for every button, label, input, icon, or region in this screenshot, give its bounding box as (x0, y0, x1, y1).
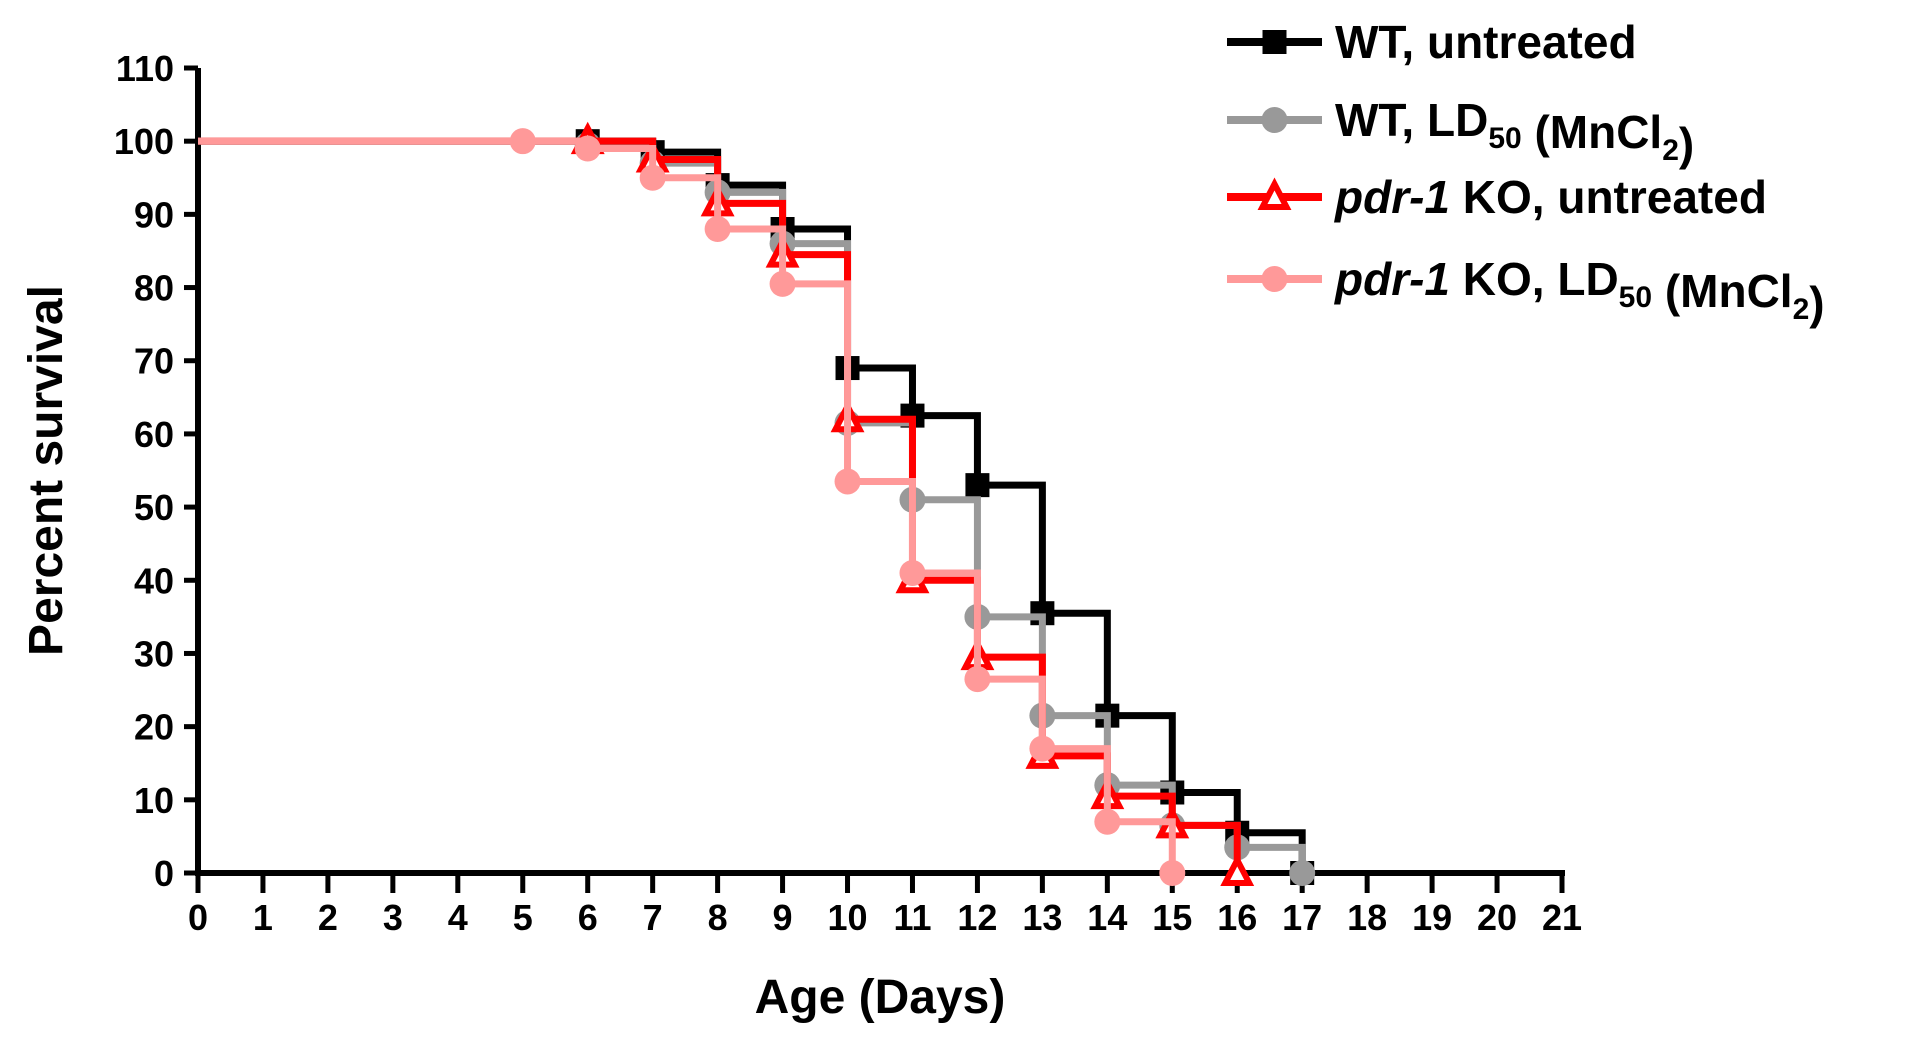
x-tick-label: 17 (1282, 897, 1322, 938)
x-tick-label: 5 (513, 897, 533, 938)
legend-marker (1257, 177, 1292, 210)
series-4 (198, 128, 1186, 886)
x-axis-title: Age (Days) (755, 971, 1006, 1024)
data-point (574, 135, 601, 162)
x-tick-label: 10 (828, 897, 868, 938)
y-tick-label: 0 (154, 853, 174, 894)
x-tick-label: 9 (773, 897, 793, 938)
data-point (1159, 860, 1186, 886)
y-tick-label: 60 (134, 414, 174, 455)
x-tick-label: 21 (1542, 897, 1582, 938)
x-tick-label: 14 (1087, 897, 1127, 938)
legend-entry-3: pdr-1 KO, untreated (1227, 171, 1767, 223)
x-tick-label: 20 (1477, 897, 1517, 938)
x-tick-label: 12 (957, 897, 997, 938)
data-point (509, 128, 536, 155)
legend-entry-2: WT, LD50 (MnCl2) (1227, 94, 1694, 170)
data-point (704, 216, 731, 242)
x-tick-label: 0 (188, 897, 208, 938)
series-2 (198, 131, 1316, 886)
y-tick-label: 40 (134, 560, 174, 601)
x-tick-label: 6 (578, 897, 598, 938)
x-tick-label: 11 (893, 897, 931, 938)
x-tick-label: 18 (1347, 897, 1387, 938)
data-point (964, 666, 991, 693)
y-tick-label: 110 (116, 48, 174, 89)
x-tick-label: 19 (1412, 897, 1452, 938)
legend-label: WT, untreated (1335, 16, 1637, 68)
data-point (965, 473, 990, 498)
y-tick-label: 80 (134, 268, 174, 309)
y-axis-title: Percent survival (20, 285, 73, 656)
x-tick-label: 1 (253, 897, 273, 938)
data-point (1289, 860, 1316, 886)
series-layer (198, 121, 1316, 886)
data-point (1220, 853, 1255, 886)
x-tick-label: 13 (1022, 897, 1062, 938)
x-tick-label: 2 (318, 897, 338, 938)
data-point (639, 164, 666, 191)
x-tick-label: 3 (383, 897, 403, 938)
x-tick-label: 7 (643, 897, 663, 938)
legend-marker (1261, 107, 1288, 133)
legend-label: pdr-1 KO, untreated (1333, 171, 1767, 223)
y-tick-label: 10 (134, 780, 174, 821)
legend-entry-4: pdr-1 KO, LD50 (MnCl2) (1227, 253, 1825, 329)
y-tick-label: 90 (134, 194, 174, 235)
data-point (769, 270, 796, 297)
data-point (1094, 808, 1121, 835)
survival-curve-1 (198, 137, 1306, 873)
survival-curve-2 (198, 137, 1306, 873)
legend-entry-1: WT, untreated (1227, 16, 1637, 68)
legend-label: WT, LD50 (MnCl2) (1335, 94, 1694, 170)
series-1 (198, 129, 1315, 885)
y-tick-label: 30 (134, 633, 174, 674)
data-point (899, 559, 926, 586)
data-point (1029, 735, 1056, 762)
y-tick-label: 50 (134, 487, 174, 528)
legend-marker (1262, 30, 1287, 54)
data-point (834, 468, 861, 495)
y-tick-label: 20 (134, 707, 174, 748)
x-tick-label: 15 (1152, 897, 1192, 938)
y-tick-label: 70 (134, 341, 174, 382)
x-tick-label: 4 (448, 897, 468, 938)
x-tick-label: 8 (708, 897, 728, 938)
legend-marker (1261, 266, 1288, 292)
survival-curve-4 (198, 137, 1176, 873)
legend-label: pdr-1 KO, LD50 (MnCl2) (1333, 253, 1825, 329)
series-3 (198, 121, 1255, 886)
y-tick-label: 100 (114, 121, 174, 162)
survival-curve-3 (198, 137, 1241, 873)
legend: WT, untreated WT, LD50 (MnCl2)pdr-1 KO, u… (1227, 16, 1825, 329)
x-tick-label: 16 (1217, 897, 1257, 938)
